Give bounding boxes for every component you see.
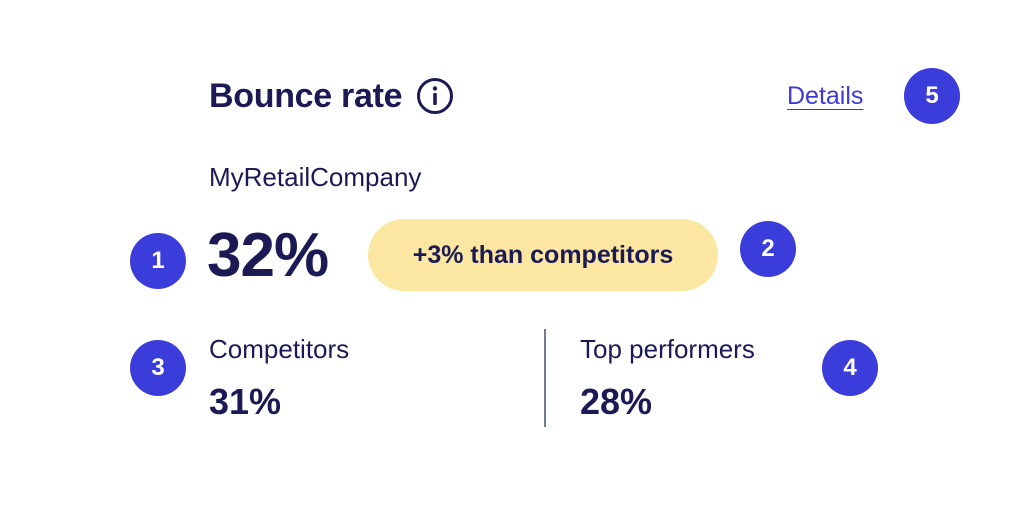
comparison-badge: +3% than competitors [368, 219, 718, 291]
annotation-marker-5: 5 [904, 68, 960, 124]
bounce-rate-value: 32% [207, 221, 329, 290]
title-row: Bounce rate [209, 74, 454, 118]
competitors-label: Competitors [209, 334, 350, 364]
info-icon[interactable] [416, 77, 454, 115]
top-performers-value: 28% [580, 381, 653, 422]
top-performers-label: Top performers [580, 334, 755, 364]
competitors-value: 31% [209, 381, 282, 422]
card-title: Bounce rate [209, 77, 403, 115]
annotation-marker-1: 1 [130, 233, 186, 289]
annotation-marker-3: 3 [130, 340, 186, 396]
company-name: MyRetailCompany [209, 162, 422, 192]
annotation-marker-4: 4 [822, 340, 878, 396]
stat-divider [544, 329, 546, 427]
annotation-marker-2: 2 [740, 221, 796, 277]
details-link[interactable]: Details [787, 82, 864, 110]
